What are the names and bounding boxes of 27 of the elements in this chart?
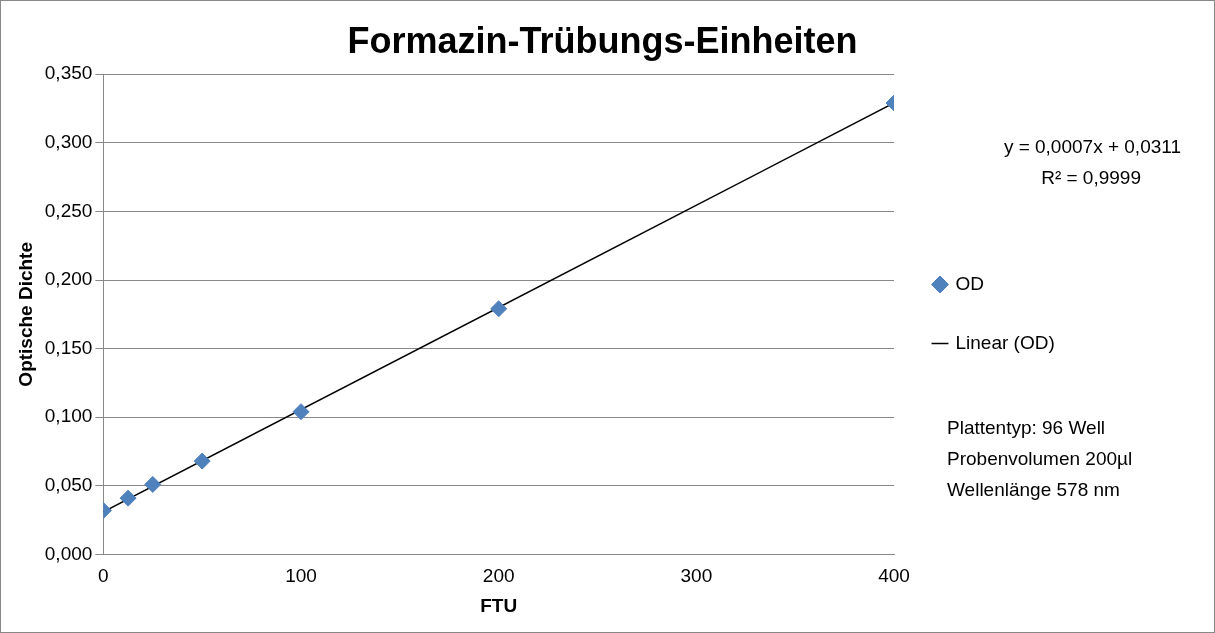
point [292, 403, 310, 421]
text: R² = 0,9999 [1041, 167, 1141, 188]
y-axis-title: Optische Dichte [14, 241, 36, 387]
point [119, 489, 137, 507]
y-tick-label: 0,050 [44, 474, 93, 496]
x-tick-label: 100 [285, 565, 317, 587]
text: Plattentyp: 96 Well [947, 417, 1106, 438]
point [193, 452, 211, 470]
x-tick-label: 300 [680, 565, 713, 587]
y-tick-label: 0,100 [44, 405, 93, 427]
point [144, 475, 162, 493]
legend-label: OD [955, 272, 984, 294]
x-tick-label: 400 [878, 565, 910, 587]
x-axis-title: FTU [480, 594, 518, 616]
chart-title: Formazin-Trübungs-Einheiten [347, 19, 858, 61]
y-tick-label: 0,250 [44, 199, 93, 221]
y-tick-label: 0,200 [44, 268, 93, 290]
y-tick-label: 0,150 [44, 336, 93, 358]
y-tick-label: 0,000 [44, 542, 93, 564]
text: Probenvolumen 200µl [947, 448, 1133, 469]
y-tick-label: 0,350 [44, 62, 93, 84]
x-tick-label: 200 [482, 565, 515, 587]
legend-label: Linear (OD) [955, 331, 1055, 353]
x-tick-label: 0 [98, 565, 109, 587]
text: y = 0,0007x + 0,0311 [1003, 136, 1181, 157]
text: Wellenlänge 578 nm [947, 479, 1120, 500]
y-tick-label: 0,300 [44, 131, 93, 153]
